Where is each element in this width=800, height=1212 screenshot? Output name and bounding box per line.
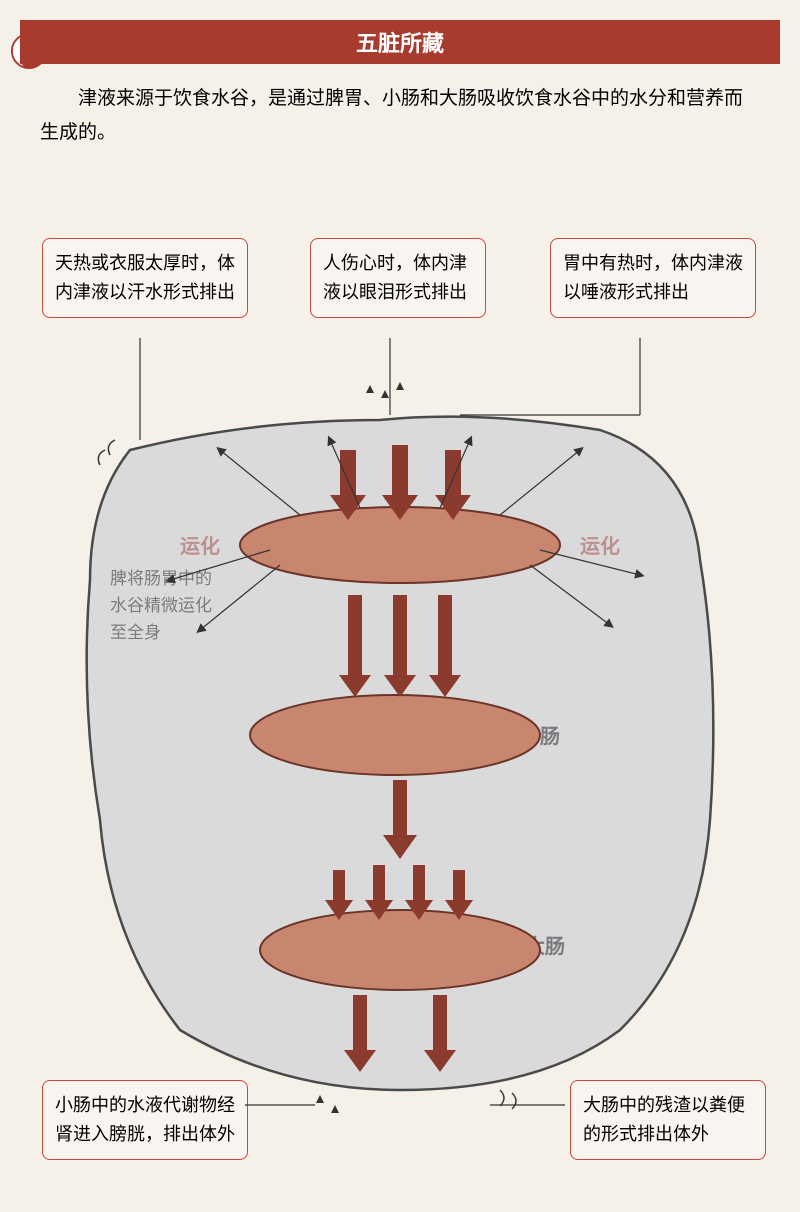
yunhua-right-label: 运化	[580, 530, 620, 559]
large-intestine-label: 大肠	[525, 930, 565, 959]
large-intestine-text: 大肠对小肠排出的残渣进一步吸收	[290, 930, 510, 978]
arrows-to-large	[325, 865, 473, 920]
small-intestine-label: 小肠	[520, 720, 560, 749]
small-intestine-text: 小肠泌别，吸收食物中大部分的营养物质和水分	[268, 715, 518, 760]
page-title-banner: 五脏所藏	[20, 20, 780, 64]
page-title: 五脏所藏	[356, 31, 444, 56]
arrows-exit	[344, 995, 456, 1072]
stomach-label: 胃	[520, 528, 540, 557]
caption-kidney: 小肠中的水液代谢物经肾进入膀胱，排出体外	[42, 1080, 248, 1160]
intro-paragraph: 津液来源于饮食水谷，是通过脾胃、小肠和大肠吸收饮食水谷中的水分和营养而生成的。	[0, 64, 800, 160]
stomach-text: 胃受纳和腐熟水谷	[300, 532, 500, 558]
caption-tears: 人伤心时，体内津液以眼泪形式排出	[310, 238, 486, 318]
caption-sweat: 天热或衣服太厚时，体内津液以汗水形式排出	[42, 238, 248, 318]
arrows-into-stomach	[330, 445, 471, 520]
arrows-stomach-small	[339, 595, 461, 697]
spleen-note: 脾将肠胃中的水谷精微运化至全身	[110, 565, 220, 647]
caption-saliva: 胃中有热时，体内津液以唾液形式排出	[550, 238, 756, 318]
yunhua-left-label: 运化	[180, 530, 220, 559]
caption-feces: 大肠中的残渣以粪便的形式排出体外	[570, 1080, 766, 1160]
